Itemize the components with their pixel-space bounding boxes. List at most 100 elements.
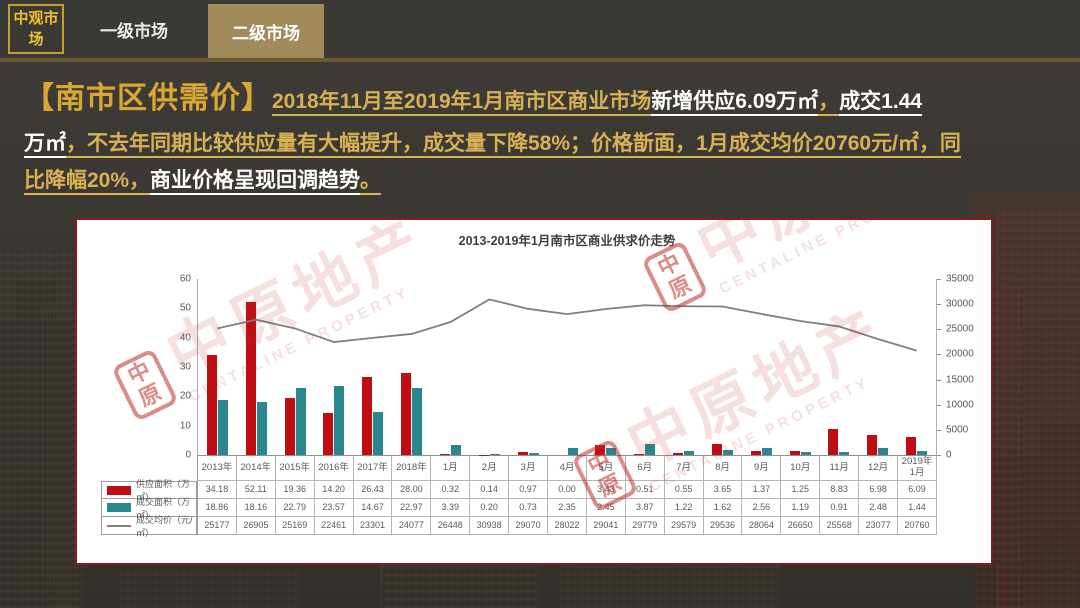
table-header-cell: 11月 bbox=[820, 455, 860, 481]
axis-tick-mark bbox=[937, 379, 941, 381]
plot-row: 60 50 40 30 20 10 0 35000 30000 25000 20000 15000 1… bbox=[85, 274, 983, 461]
supply-area-bar bbox=[401, 372, 412, 455]
table-value-cell: 1.44 bbox=[898, 499, 937, 517]
headline-segment: 【南市区供需价】 bbox=[24, 82, 272, 115]
plot-column bbox=[198, 279, 237, 455]
logo-char: 中 bbox=[653, 249, 685, 282]
table-value-cell: 25568 bbox=[820, 517, 860, 535]
deal-area-bar bbox=[412, 387, 423, 455]
axis-tick-mark bbox=[937, 404, 941, 406]
table-value-cell: 0.14 bbox=[470, 481, 510, 499]
table-value-cell: 0.97 bbox=[509, 481, 549, 499]
plot-column bbox=[509, 279, 548, 455]
section-badge-meso-market[interactable]: 中观市场 bbox=[8, 4, 64, 54]
table-header-cell: 4月 bbox=[548, 455, 587, 481]
price-line-svg bbox=[198, 279, 936, 455]
deal-area-bar bbox=[256, 401, 267, 455]
supply-area-bar bbox=[789, 451, 800, 455]
table-value-cell: 26905 bbox=[236, 517, 276, 535]
plot-column bbox=[431, 279, 470, 455]
table-value-cell: 1.22 bbox=[664, 499, 704, 517]
y-axis-tick-right: 30000 bbox=[946, 298, 974, 310]
plot-column bbox=[276, 279, 315, 455]
y-axis-tick-left: 60 bbox=[179, 273, 191, 285]
deal-area-bar bbox=[606, 447, 617, 455]
table-value-cell: 22.97 bbox=[392, 499, 432, 517]
left-axis: 60 50 40 30 20 10 0 bbox=[85, 274, 197, 461]
deal-area-bar bbox=[217, 399, 228, 455]
supply-area-bar bbox=[284, 398, 295, 455]
table-value-cell: 0.51 bbox=[625, 481, 665, 499]
table-header-cell: 2016年 bbox=[314, 455, 354, 481]
table-value-cell: 24077 bbox=[392, 517, 432, 535]
headline-segment: ， bbox=[818, 90, 840, 116]
table-value-cell: 22461 bbox=[314, 517, 354, 535]
table-header-cell: 2月 bbox=[470, 455, 510, 481]
y-axis-tick-left: 20 bbox=[179, 390, 191, 402]
table-value-cell: 28022 bbox=[548, 517, 587, 535]
plot-column bbox=[470, 279, 509, 455]
chart-card: 2013-2019年1月南市区商业供求价走势 60 50 40 30 20 10 0 350… bbox=[75, 218, 993, 565]
table-value-cell: 18.86 bbox=[198, 499, 237, 517]
deal-area-bar bbox=[528, 452, 539, 455]
legend-label: 成交均价（元/㎡） bbox=[136, 514, 193, 538]
table-value-cell: 0.20 bbox=[470, 499, 510, 517]
table-header-cell: 2015年 bbox=[275, 455, 315, 481]
table-value-cell: 30938 bbox=[470, 517, 510, 535]
y-axis-tick-right: 10000 bbox=[946, 399, 974, 411]
table-right-spacer bbox=[937, 455, 983, 481]
plot-column bbox=[353, 279, 392, 455]
headline-line: 万㎡，不去年同期比较供应量有大幅提升，成交量下降58%；价格斮面，1月成交均价2… bbox=[24, 129, 1060, 159]
table-right-spacer bbox=[937, 517, 983, 535]
headline-line: 【南市区供需价】2018年11月至2019年1月南市区商业市场新增供应6.09万… bbox=[24, 78, 1060, 121]
watermark-brand: 中原地产 bbox=[687, 220, 969, 283]
table-value-cell: 3.65 bbox=[703, 481, 743, 499]
table-value-cell: 1.19 bbox=[781, 499, 821, 517]
deal-area-bar bbox=[878, 447, 889, 455]
table-right-spacer bbox=[937, 499, 983, 517]
supply-area-bar bbox=[206, 354, 217, 455]
legend-cell: 成交均价（元/㎡） bbox=[101, 515, 197, 538]
plot-column bbox=[781, 279, 820, 455]
table-header-cell: 5月 bbox=[586, 455, 626, 481]
table-value-cell: 29070 bbox=[509, 517, 549, 535]
table-value-cell: 1.25 bbox=[781, 481, 821, 499]
headline-segment: 比降幅20%， bbox=[24, 169, 151, 196]
headline-segment: 成交1.44 bbox=[839, 90, 923, 116]
table-header-cell: 2014年 bbox=[236, 455, 276, 481]
topbar: 中观市场 一级市场 二级市场 bbox=[0, 0, 1080, 62]
table-value-cell: 0.73 bbox=[509, 499, 549, 517]
supply-area-bar bbox=[750, 450, 761, 455]
plot-column bbox=[315, 279, 354, 455]
tab-primary-market[interactable]: 一级市场 bbox=[100, 21, 168, 41]
table-value-cell: 2.48 bbox=[859, 499, 899, 517]
deal-area-bar bbox=[917, 450, 928, 455]
supply-area-bar bbox=[906, 437, 917, 455]
plot-columns bbox=[198, 279, 936, 455]
table-value-cell: 19.36 bbox=[275, 481, 315, 499]
table-value-cell: 8.83 bbox=[820, 481, 860, 499]
y-axis-tick-right: 5000 bbox=[946, 424, 969, 436]
legend-label: 成交面积（万㎡） bbox=[136, 496, 191, 520]
supply-area-bar bbox=[711, 444, 722, 455]
deal-area-bar bbox=[450, 445, 461, 455]
building-silhouette bbox=[0, 248, 78, 608]
headline-segment: ，不去年同期比较供应量有大幅提升，成交量下降58%；价格斮面，1月成交均价207… bbox=[66, 131, 961, 158]
plot-column bbox=[625, 279, 664, 455]
tab-secondary-market[interactable]: 二级市场 bbox=[208, 4, 324, 58]
table-value-cell: 34.18 bbox=[198, 481, 237, 499]
headline-segment: 。 bbox=[360, 169, 382, 196]
table-value-cell: 29041 bbox=[586, 517, 626, 535]
table-value-cell: 28064 bbox=[742, 517, 782, 535]
plot-column bbox=[392, 279, 431, 455]
deal-area-bar bbox=[839, 452, 850, 455]
plot-column bbox=[820, 279, 859, 455]
table-value-cell: 23077 bbox=[859, 517, 899, 535]
table-header-cell: 7月 bbox=[664, 455, 704, 481]
table-value-cell: 23.57 bbox=[314, 499, 354, 517]
axis-tick-mark bbox=[937, 354, 941, 356]
supply-area-bar bbox=[634, 453, 645, 455]
table-value-cell: 25177 bbox=[198, 517, 237, 535]
headline-segment: 商业价格呈现回调趋势 bbox=[150, 169, 361, 196]
table-value-cells: 18.86 18.16 22.79 23.57 14.67 22.97 3.39 0.20 0.… bbox=[197, 499, 937, 517]
